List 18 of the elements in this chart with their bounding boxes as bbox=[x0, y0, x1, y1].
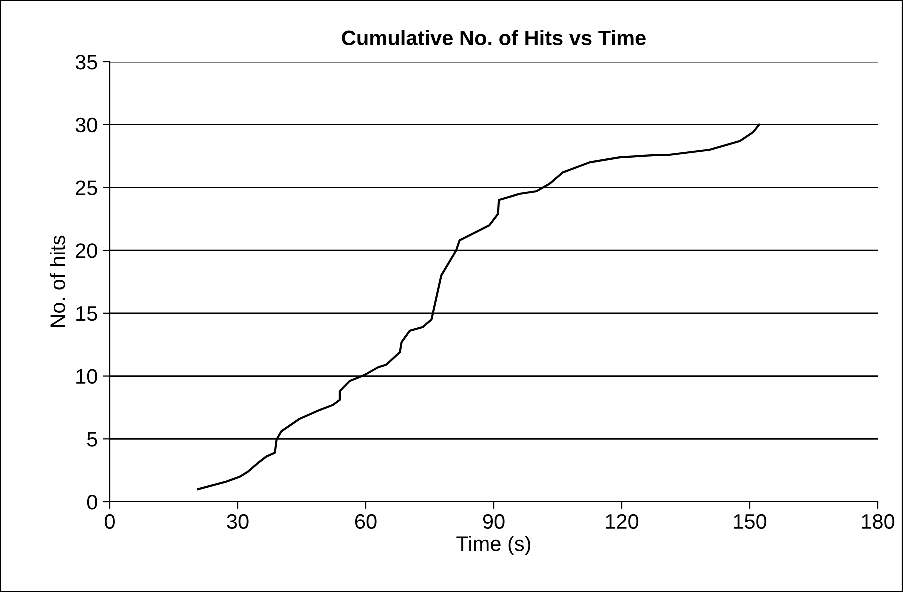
x-tick-label: 90 bbox=[483, 514, 505, 530]
y-tick-label: 0 bbox=[87, 495, 98, 510]
y-tick-label: 35 bbox=[76, 55, 98, 70]
y-axis-title: No. of hits bbox=[50, 236, 66, 328]
chart-title: Cumulative No. of Hits vs Time bbox=[342, 30, 646, 46]
x-tick-label: 0 bbox=[105, 514, 115, 530]
y-tick-label: 10 bbox=[76, 369, 98, 384]
y-tick-label: 25 bbox=[76, 180, 98, 196]
y-tick-label: 15 bbox=[76, 306, 98, 322]
x-axis-title: Time (s) bbox=[456, 536, 531, 556]
y-tick-label: 5 bbox=[87, 432, 98, 447]
x-tick-label: 150 bbox=[734, 514, 767, 530]
x-tick-label: 180 bbox=[862, 514, 895, 530]
y-tick-label: 20 bbox=[76, 244, 98, 258]
x-tick-label: 60 bbox=[355, 514, 377, 530]
y-tick-label: 30 bbox=[76, 118, 98, 133]
x-tick-label: 30 bbox=[227, 514, 249, 530]
x-tick-label: 120 bbox=[606, 514, 639, 530]
